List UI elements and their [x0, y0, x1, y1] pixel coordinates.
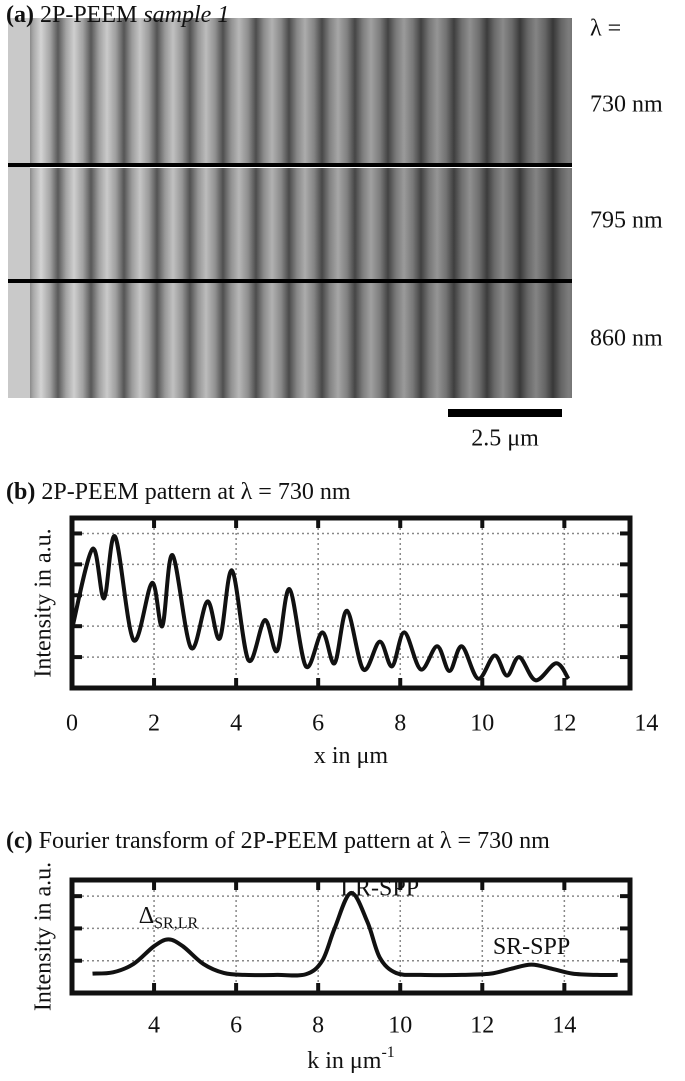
- title-text: 2P-PEEM pattern at λ = 730 nm: [41, 479, 350, 505]
- x-axis-label: x in μm: [314, 743, 389, 769]
- chart-title: (c) Fourier transform of 2P-PEEM pattern…: [6, 828, 550, 854]
- panel-label: (b): [6, 479, 35, 505]
- peem-image: [8, 18, 572, 163]
- peem-image: [8, 283, 572, 398]
- plot-frame: [69, 877, 633, 996]
- lambda-label: λ =: [590, 16, 621, 42]
- x-tick-label: 4: [148, 1013, 160, 1039]
- x-tick-label: 4: [230, 711, 242, 737]
- annotation: LR-SPP: [340, 875, 419, 901]
- plot-frame: [69, 515, 633, 691]
- image-edge: [8, 18, 30, 398]
- chart-title: (b) 2P-PEEM pattern at λ = 730 nm: [6, 479, 351, 505]
- peem-image: [8, 168, 572, 279]
- panel-label: (c): [6, 828, 33, 854]
- x-tick-label: 12: [552, 711, 576, 737]
- x-label-text: x in μm: [314, 743, 389, 769]
- x-tick-label: 2: [148, 711, 160, 737]
- x-tick-label: 10: [470, 711, 494, 737]
- x-label-text: k in μm: [307, 1048, 382, 1074]
- x-tick-label: 14: [634, 711, 658, 737]
- wavelength: 860 nm: [590, 326, 663, 352]
- line: [92, 890, 618, 978]
- x-tick-label: 6: [230, 1013, 242, 1039]
- scale-bar-label: 2.5 μm: [471, 426, 539, 452]
- x-tick-label: 12: [470, 1013, 494, 1039]
- annotation: ΔSR,LR: [139, 903, 199, 932]
- x-tick-label: 14: [552, 1013, 576, 1039]
- annotation-text: SR-SPP: [493, 933, 570, 959]
- x-tick-label: 10: [388, 1013, 412, 1039]
- x-tick-label: 0: [66, 711, 78, 737]
- annotation: SR-SPP: [493, 933, 570, 959]
- annotation-text: Δ: [139, 903, 154, 929]
- line: [70, 534, 571, 683]
- x-tick-label: 8: [394, 711, 406, 737]
- y-axis-label: Intensity in a.u.: [31, 528, 57, 677]
- x-tick-label: 6: [312, 711, 324, 737]
- wavelength: 730 nm: [590, 92, 663, 118]
- title-text: Fourier transform of 2P-PEEM pattern at …: [39, 828, 550, 854]
- annotation-text: LR-SPP: [340, 875, 419, 901]
- scale-bar: [448, 409, 562, 417]
- x-tick-label: 8: [312, 1013, 324, 1039]
- x-label-sup: -1: [381, 1044, 394, 1061]
- x-axis-label: k in μm-1: [307, 1044, 395, 1074]
- y-axis-label: Intensity in a.u.: [31, 862, 57, 1011]
- wavelength: 795 nm: [590, 208, 663, 234]
- panel-a-title: (a) 2P-PEEM sample 1: [6, 2, 229, 28]
- annotation-sub: SR,LR: [154, 915, 198, 932]
